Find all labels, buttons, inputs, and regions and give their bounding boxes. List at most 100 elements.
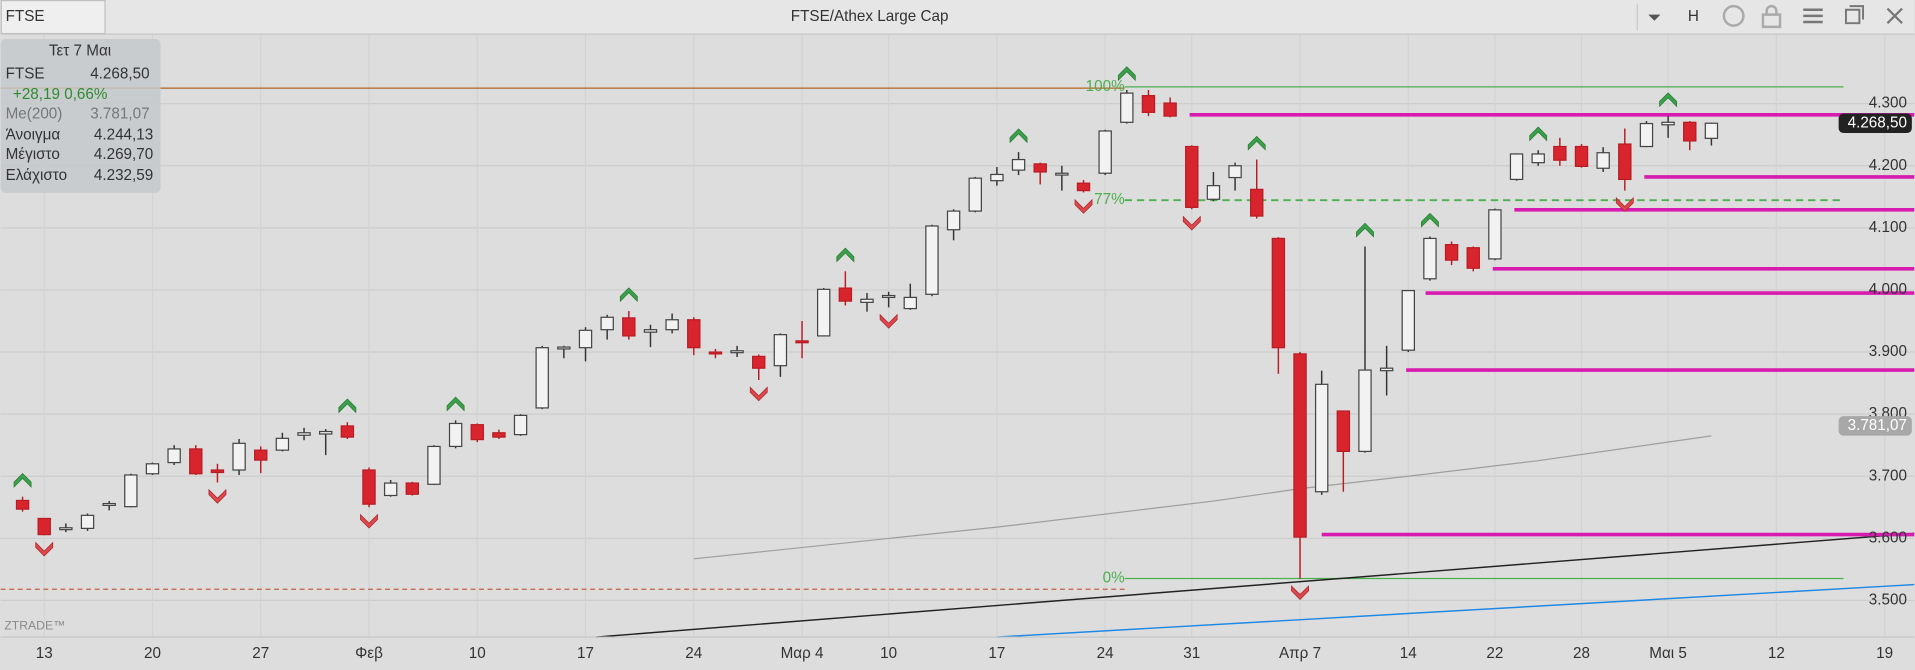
sell-signal [1074,198,1093,214]
x-tick-label: 10 [469,645,486,662]
trendline [596,532,1915,638]
candle-body [816,288,831,337]
candle-body [946,210,961,231]
candle-body [254,449,268,461]
fib-label: 0% [1103,570,1125,587]
grid [0,34,1915,638]
candle-body [687,319,701,349]
candle-body [1206,185,1221,200]
candle-body [990,173,1004,182]
y-tick-label: 4.100 [1869,219,1907,236]
axes: 3.5003.6003.7003.8003.9004.0004.1004.200… [36,95,1912,662]
symbol-input[interactable] [0,0,106,35]
info-label: Άνοιγμα [6,126,61,143]
candle-body [189,448,203,475]
candle-body [1271,237,1286,349]
sell-signal [360,513,378,529]
y-tick-label: 3.700 [1869,467,1907,484]
candle-body [80,514,95,529]
candle-body [1661,121,1675,126]
y-tick-label: 4.300 [1869,95,1907,112]
buy-signal [1247,135,1266,151]
sell-signal [1291,585,1309,600]
candle-body [297,432,311,436]
candle-body [1379,367,1394,372]
candle-body [860,298,874,303]
top-bar [0,0,1915,35]
candle-body [1314,383,1329,493]
sell-signal [879,313,898,329]
candle-body [578,329,593,349]
info-value: 3.781,07 [90,106,149,123]
plot: 100% 77% 0% [0,66,1915,638]
candle-body [1120,92,1134,123]
candle-body [968,177,982,212]
sell-signal [1615,197,1634,212]
candle-body [903,296,918,310]
candle-body [1076,182,1091,192]
info-label: Μέγιστο [6,146,60,163]
candle-body [708,351,723,355]
buy-signal [836,247,855,263]
x-tick-label: Φεβ [355,645,383,662]
fib-label: 77% [1094,191,1125,208]
candle-body [1293,353,1307,538]
x-tick-label: 10 [880,645,897,662]
watermark: ZTRADE™ [4,618,65,632]
close-icon[interactable] [1886,7,1903,24]
last-price-tag: 4.268,50 [1848,114,1907,131]
candle-body [1574,145,1589,167]
candle-body [145,463,160,475]
y-tick-label: 4.200 [1869,157,1907,174]
symbol-text: FTSE [6,8,45,25]
candle-body [1185,145,1199,208]
x-tick-label: 17 [577,645,594,662]
buy-signal [1117,66,1136,82]
candle-body [1423,237,1437,280]
candle-body [1011,158,1026,171]
x-tick-label: Απρ 7 [1279,645,1321,662]
x-tick-label: 22 [1486,645,1503,662]
sell-signal [749,386,768,402]
candle-body [773,334,788,367]
dropdown-icon[interactable] [1648,14,1661,21]
menu-icon[interactable] [1803,8,1823,24]
candle-body [1488,209,1502,260]
candle-body [470,424,484,441]
candle-body [557,346,571,350]
candle-body [1401,289,1416,351]
buy-signal [1009,128,1028,144]
candle-body [1509,153,1524,181]
trendline [996,583,1915,638]
window-icon[interactable] [1844,5,1865,25]
candle-body [362,469,376,505]
candle-body [752,355,766,369]
candle-body [838,287,853,302]
candle-body [1444,244,1459,261]
x-tick-label: 12 [1768,645,1785,662]
buy-signal [1659,92,1678,108]
buy-signal [1529,126,1548,142]
interval-button[interactable]: H [1688,8,1699,25]
candle-body [600,316,614,331]
info-label: Ελάχιστο [6,167,67,184]
candle-body [167,448,181,464]
chart-title: FTSE/Athex Large Cap [791,8,949,25]
candle-body [513,414,528,436]
x-tick-label: 31 [1183,645,1200,662]
candle-body [1639,122,1654,148]
y-tick-label: 4.000 [1869,281,1907,298]
info-value: 4.268,50 [90,65,149,82]
info-date: Τετ 7 Μαι [49,42,111,59]
candle-body [1358,369,1372,453]
candle-body [535,347,549,409]
x-tick-label: 17 [988,645,1005,662]
quote-icon[interactable] [1722,4,1745,27]
candle-body [1141,94,1156,113]
x-tick-label: 19 [1876,645,1893,662]
lock-icon[interactable] [1761,4,1782,29]
x-tick-label: 20 [144,645,161,662]
